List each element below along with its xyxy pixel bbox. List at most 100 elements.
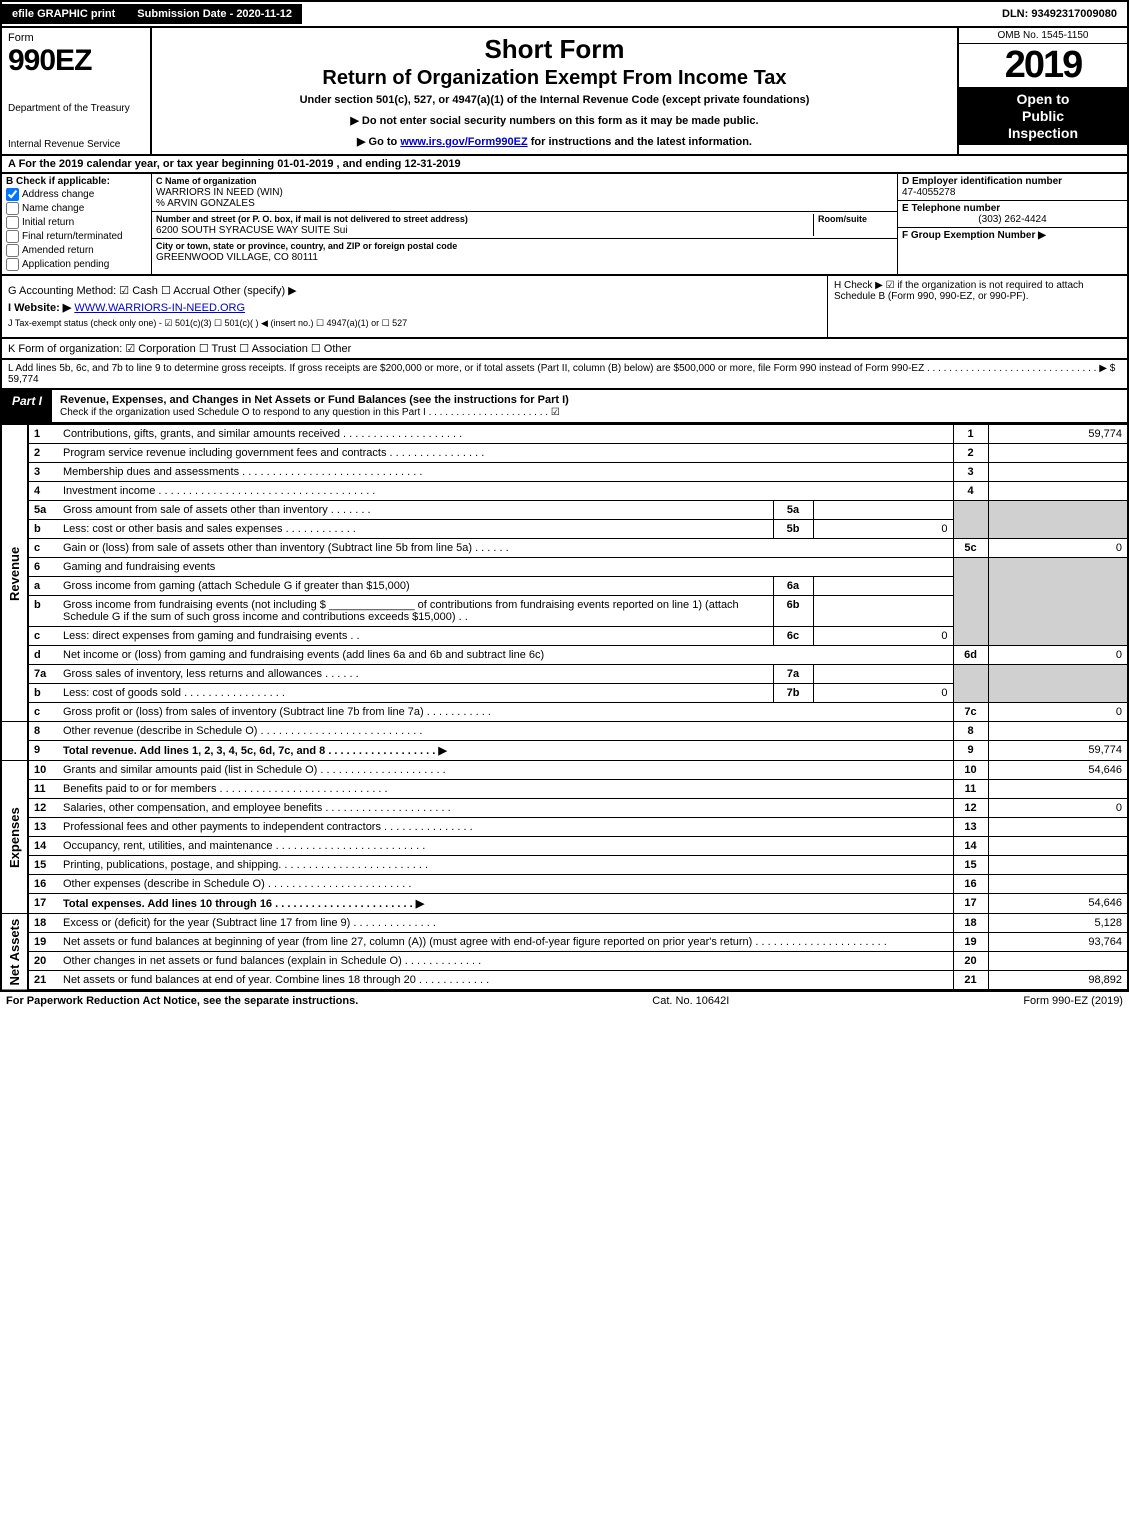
- ln: 1: [28, 425, 58, 444]
- val: 98,892: [988, 971, 1128, 991]
- desc: Net assets or fund balances at beginning…: [58, 933, 953, 952]
- checkbox-icon[interactable]: [6, 230, 19, 243]
- topbar: efile GRAPHIC print Submission Date - 20…: [0, 0, 1129, 28]
- numcol: 21: [953, 971, 988, 991]
- numcol: 6d: [953, 646, 988, 665]
- grey: [988, 665, 1128, 703]
- chk-final-return[interactable]: Final return/terminated: [6, 230, 147, 243]
- note-ssn: ▶ Do not enter social security numbers o…: [162, 114, 947, 127]
- form-label: Form: [8, 32, 144, 44]
- ln: 11: [28, 780, 58, 799]
- val: [988, 952, 1128, 971]
- title-return: Return of Organization Exempt From Incom…: [162, 67, 947, 90]
- j-tax-exempt: J Tax-exempt status (check only one) - ☑…: [8, 318, 821, 329]
- line-18: Net Assets 18 Excess or (deficit) for th…: [1, 914, 1128, 933]
- desc: Gross sales of inventory, less returns a…: [58, 665, 773, 684]
- section-a-taxyear: A For the 2019 calendar year, or tax yea…: [0, 156, 1129, 174]
- chk-name-change[interactable]: Name change: [6, 202, 147, 215]
- efile-print[interactable]: efile GRAPHIC print: [2, 4, 127, 24]
- line-2: 2 Program service revenue including gove…: [1, 444, 1128, 463]
- desc: Salaries, other compensation, and employ…: [58, 799, 953, 818]
- desc: Gaming and fundraising events: [58, 558, 953, 577]
- val: 54,646: [988, 761, 1128, 780]
- desc: Printing, publications, postage, and shi…: [58, 856, 953, 875]
- e-val: (303) 262-4424: [902, 214, 1123, 225]
- g-accounting: G Accounting Method: ☑ Cash ☐ Accrual Ot…: [8, 284, 821, 297]
- ln: 12: [28, 799, 58, 818]
- title-short-form: Short Form: [162, 34, 947, 65]
- desc: Less: cost or other basis and sales expe…: [58, 520, 773, 539]
- ln: b: [28, 684, 58, 703]
- grey: [988, 558, 1128, 646]
- ln: c: [28, 627, 58, 646]
- ln: b: [28, 520, 58, 539]
- pub1: Open to: [1017, 91, 1070, 107]
- goto-pre: ▶ Go to: [357, 136, 400, 148]
- ln: 14: [28, 837, 58, 856]
- pub3: Inspection: [1008, 125, 1078, 141]
- line-8: 8 Other revenue (describe in Schedule O)…: [1, 722, 1128, 741]
- addr-val: 6200 SOUTH SYRACUSE WAY SUITE Sui: [156, 225, 348, 236]
- val: [988, 463, 1128, 482]
- subval: [813, 501, 953, 520]
- city-label: City or town, state or province, country…: [156, 241, 457, 251]
- numcol: 10: [953, 761, 988, 780]
- numcol: 8: [953, 722, 988, 741]
- val: [988, 818, 1128, 837]
- desc: Gain or (loss) from sale of assets other…: [58, 539, 953, 558]
- line-1: Revenue 1 Contributions, gifts, grants, …: [1, 425, 1128, 444]
- line-11: 11 Benefits paid to or for members . . .…: [1, 780, 1128, 799]
- website-link[interactable]: WWW.WARRIORS-IN-NEED.ORG: [74, 302, 245, 314]
- sub: 5a: [773, 501, 813, 520]
- addr-row: Number and street (or P. O. box, if mail…: [152, 212, 897, 239]
- checkbox-icon[interactable]: [6, 188, 19, 201]
- numcol: 18: [953, 914, 988, 933]
- section-def: D Employer identification number 47-4055…: [897, 174, 1127, 274]
- city-val: GREENWOOD VILLAGE, CO 80111: [156, 252, 318, 263]
- ln: 3: [28, 463, 58, 482]
- ln: 2: [28, 444, 58, 463]
- chk-application-pending[interactable]: Application pending: [6, 258, 147, 271]
- ln: 15: [28, 856, 58, 875]
- desc: Grants and similar amounts paid (list in…: [58, 761, 953, 780]
- line-19: 19 Net assets or fund balances at beginn…: [1, 933, 1128, 952]
- subval: [813, 577, 953, 596]
- val: 0: [988, 703, 1128, 722]
- line-13: 13 Professional fees and other payments …: [1, 818, 1128, 837]
- part-i-title-text: Revenue, Expenses, and Changes in Net As…: [60, 394, 569, 406]
- line-7a: 7a Gross sales of inventory, less return…: [1, 665, 1128, 684]
- numcol: 4: [953, 482, 988, 501]
- org-care-of: % ARVIN GONZALES: [156, 198, 255, 209]
- checkbox-icon[interactable]: [6, 258, 19, 271]
- ln: 5a: [28, 501, 58, 520]
- sub: 5b: [773, 520, 813, 539]
- chk-amended-return[interactable]: Amended return: [6, 244, 147, 257]
- line-9: 9 Total revenue. Add lines 1, 2, 3, 4, 5…: [1, 741, 1128, 761]
- chk-address-change[interactable]: Address change: [6, 188, 147, 201]
- subval: 0: [813, 520, 953, 539]
- numcol: 11: [953, 780, 988, 799]
- line-6d: d Net income or (loss) from gaming and f…: [1, 646, 1128, 665]
- checkbox-icon[interactable]: [6, 202, 19, 215]
- tax-year: 2019: [959, 44, 1127, 87]
- ln: 16: [28, 875, 58, 894]
- checkbox-icon[interactable]: [6, 244, 19, 257]
- checkbox-icon[interactable]: [6, 216, 19, 229]
- val: 0: [988, 539, 1128, 558]
- line-6: 6 Gaming and fundraising events: [1, 558, 1128, 577]
- ln: 6: [28, 558, 58, 577]
- sub: 7a: [773, 665, 813, 684]
- org-name-row: C Name of organization WARRIORS IN NEED …: [152, 174, 897, 212]
- chk-initial-return[interactable]: Initial return: [6, 216, 147, 229]
- val: 0: [988, 799, 1128, 818]
- val: 59,774: [988, 741, 1128, 761]
- grey: [953, 665, 988, 703]
- ln: 21: [28, 971, 58, 991]
- numcol: 13: [953, 818, 988, 837]
- part-i-header: Part I Revenue, Expenses, and Changes in…: [0, 390, 1129, 424]
- form-header-right: OMB No. 1545-1150 2019 Open to Public In…: [957, 28, 1127, 154]
- irs-link[interactable]: www.irs.gov/Form990EZ: [400, 136, 527, 148]
- line-3: 3 Membership dues and assessments . . . …: [1, 463, 1128, 482]
- desc: Total revenue. Add lines 1, 2, 3, 4, 5c,…: [58, 741, 953, 761]
- numcol: 7c: [953, 703, 988, 722]
